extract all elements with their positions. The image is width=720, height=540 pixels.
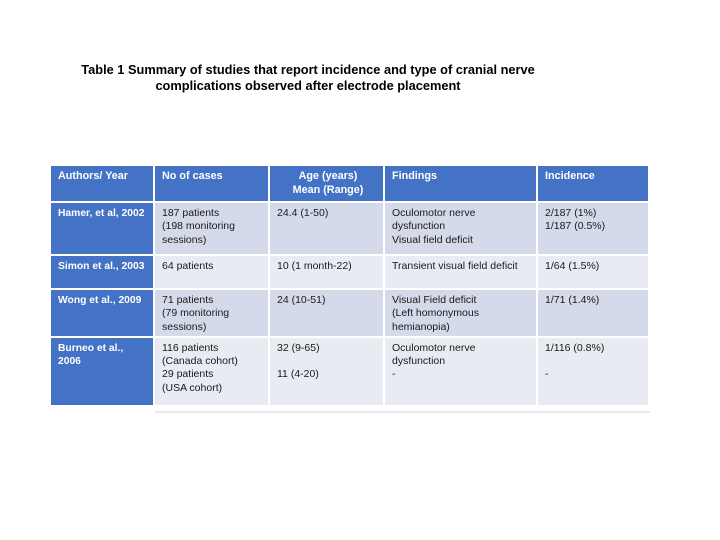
authors-cell: Wong et al., 2009 <box>51 290 153 336</box>
cases-cell: 116 patients (Canada cohort) 29 patients… <box>155 337 268 405</box>
age-cell: 10 (1 month-22) <box>270 256 383 288</box>
findings-cell: Oculomotor nerve dysfunction Visual fiel… <box>385 203 536 254</box>
authors-cell: Burneo et al., 2006 <box>51 337 153 405</box>
table-row-simon: Simon et al., 2003 64 patients 10 (1 mon… <box>51 256 648 288</box>
table-row-burneo: Burneo et al., 2006 116 patients (Canada… <box>51 337 648 405</box>
col-header-age: Age (years) Mean (Range) <box>270 166 383 201</box>
authors-cell: Hamer, et al, 2002 <box>51 203 153 254</box>
age-cell: 24 (10-51) <box>270 290 383 336</box>
col-header-no-of-cases: No of cases <box>155 166 268 201</box>
table-shadow-line <box>155 411 650 413</box>
cases-cell: 71 patients (79 monitoring sessions) <box>155 290 268 336</box>
col-header-findings: Findings <box>385 166 536 201</box>
incidence-cell: 2/187 (1%) 1/187 (0.5%) <box>538 203 648 254</box>
findings-cell: Oculomotor nerve dysfunction - <box>385 337 536 405</box>
findings-cell: Transient visual field deficit <box>385 256 536 288</box>
col-header-incidence: Incidence <box>538 166 648 201</box>
table-row-wong: Wong et al., 2009 71 patients (79 monito… <box>51 290 648 336</box>
findings-cell: Visual Field deficit (Left homonymous he… <box>385 290 536 336</box>
slide-title: Table 1 Summary of studies that report i… <box>81 62 535 94</box>
incidence-cell: 1/64 (1.5%) <box>538 256 648 288</box>
cases-cell: 64 patients <box>155 256 268 288</box>
col-header-authors-year: Authors/ Year <box>51 166 153 201</box>
authors-cell: Simon et al., 2003 <box>51 256 153 288</box>
cases-cell: 187 patients (198 monitoring sessions) <box>155 203 268 254</box>
header-row: Authors/ Year No of cases Age (years) Me… <box>51 166 648 201</box>
table-row-hamer: Hamer, et al, 2002 187 patients (198 mon… <box>51 203 648 254</box>
age-cell: 32 (9-65) 11 (4-20) <box>270 337 383 405</box>
incidence-cell: 1/71 (1.4%) <box>538 290 648 336</box>
incidence-cell: 1/116 (0.8%) - <box>538 337 648 405</box>
studies-summary-table: Authors/ Year No of cases Age (years) Me… <box>49 164 650 407</box>
age-cell: 24.4 (1-50) <box>270 203 383 254</box>
